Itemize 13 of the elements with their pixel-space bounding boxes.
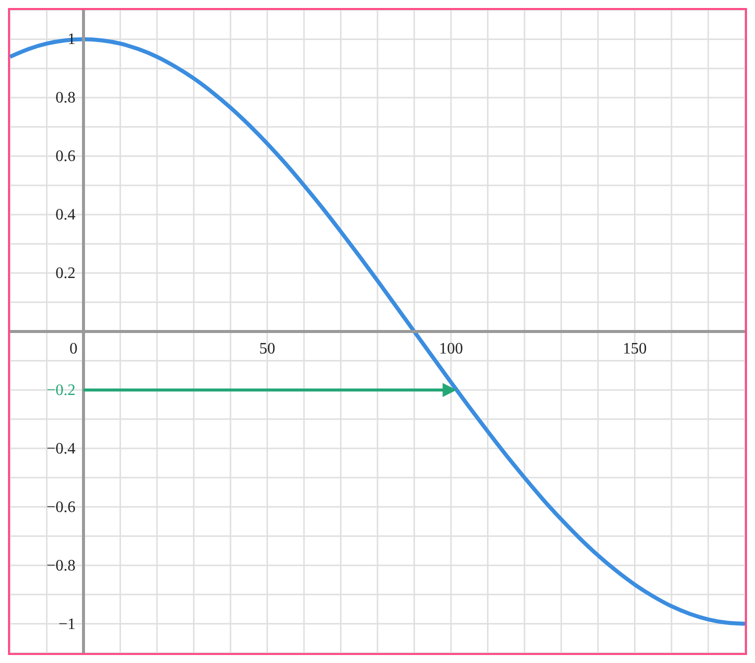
y-tick-label: −1: [58, 616, 76, 633]
x-tick-label: 0: [70, 340, 78, 358]
y-tick-label: 0.4: [56, 206, 76, 224]
y-tick-label: −0.8: [46, 557, 76, 574]
x-tick-label: 50: [259, 340, 276, 358]
y-tick-label: −0.4: [46, 440, 76, 458]
y-tick-label: −0.6: [46, 498, 76, 516]
x-tick-label: 100: [439, 340, 463, 358]
x-tick-label: 150: [622, 340, 647, 358]
y-tick-label: 0.8: [56, 90, 76, 107]
y-tick-label: 0.6: [56, 148, 76, 166]
y-tick-label: −0.2: [46, 382, 76, 399]
y-tick-label: 0.2: [56, 265, 76, 282]
